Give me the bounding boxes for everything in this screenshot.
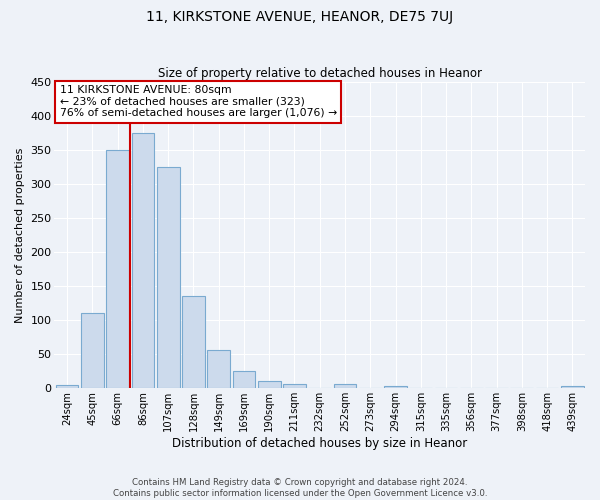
Text: 11 KIRKSTONE AVENUE: 80sqm
← 23% of detached houses are smaller (323)
76% of sem: 11 KIRKSTONE AVENUE: 80sqm ← 23% of deta…	[60, 85, 337, 118]
Bar	[182, 296, 205, 388]
Title: Size of property relative to detached houses in Heanor: Size of property relative to detached ho…	[158, 66, 482, 80]
Bar	[561, 386, 584, 388]
Bar	[106, 150, 129, 388]
Bar	[384, 386, 407, 388]
Text: 11, KIRKSTONE AVENUE, HEANOR, DE75 7UJ: 11, KIRKSTONE AVENUE, HEANOR, DE75 7UJ	[146, 10, 454, 24]
Bar	[56, 385, 79, 388]
Bar	[157, 167, 179, 388]
Text: Contains HM Land Registry data © Crown copyright and database right 2024.
Contai: Contains HM Land Registry data © Crown c…	[113, 478, 487, 498]
Y-axis label: Number of detached properties: Number of detached properties	[15, 148, 25, 323]
Bar	[283, 384, 306, 388]
Bar	[81, 313, 104, 388]
Bar	[233, 372, 256, 388]
Bar	[208, 350, 230, 389]
Bar	[131, 133, 154, 388]
X-axis label: Distribution of detached houses by size in Heanor: Distribution of detached houses by size …	[172, 437, 467, 450]
Bar	[334, 384, 356, 388]
Bar	[258, 381, 281, 388]
